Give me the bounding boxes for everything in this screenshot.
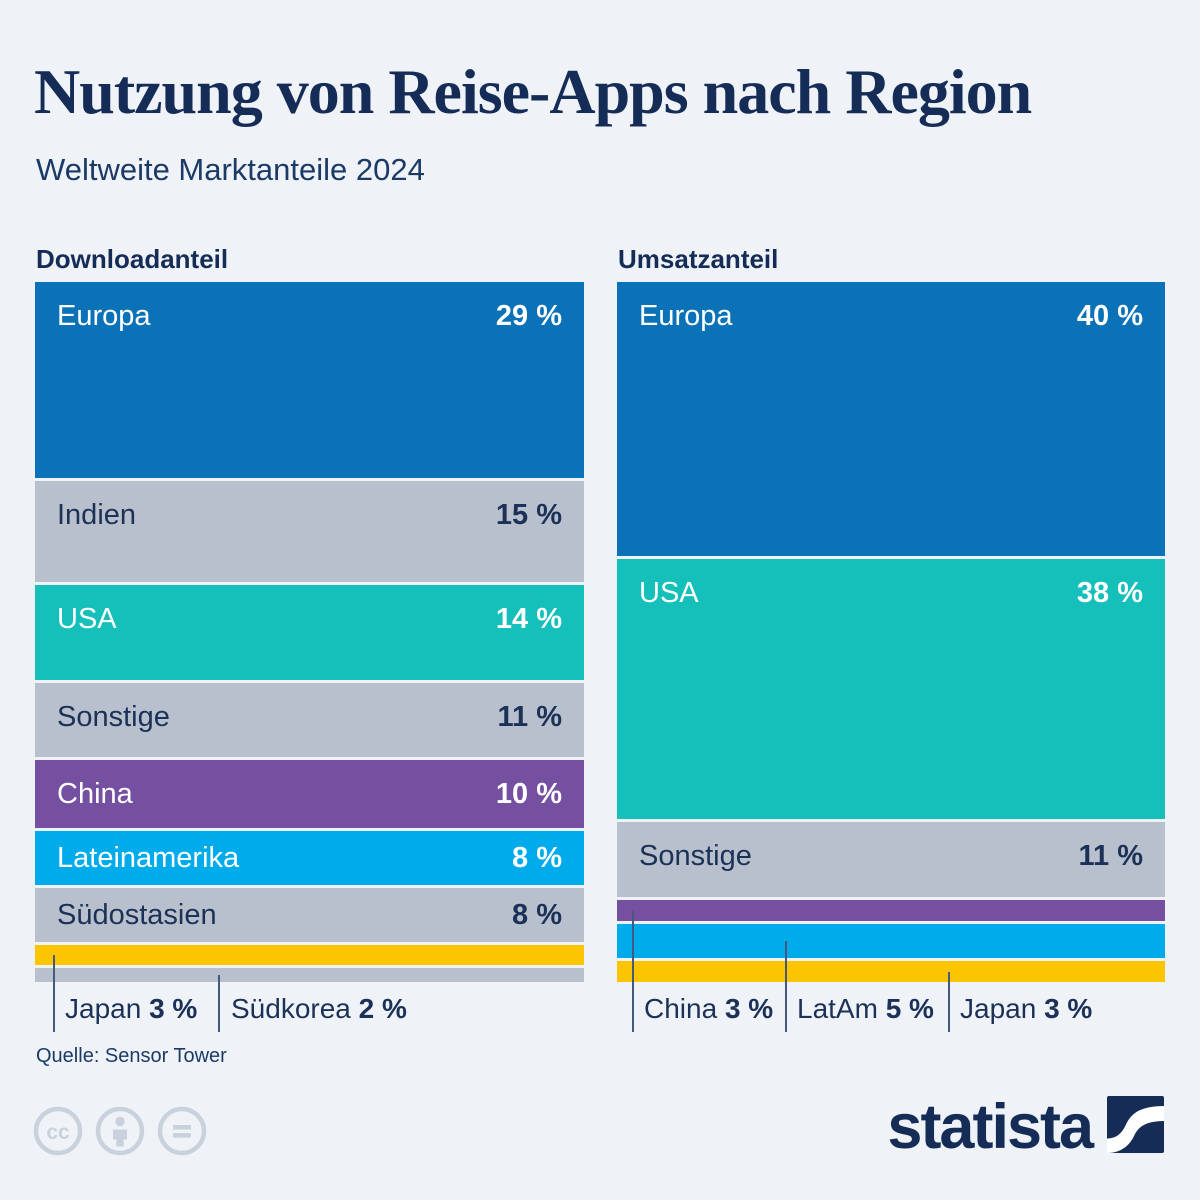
callout-label-japan: Japan 3 % xyxy=(65,992,197,1026)
segment-value: 38 % xyxy=(1076,577,1143,609)
bar-segment-sonstige: Sonstige 11 % xyxy=(617,822,1165,897)
page-title: Nutzung von Reise-Apps nach Region xyxy=(34,56,1032,127)
callout-line-japan xyxy=(53,955,55,1032)
segment-value: 11 % xyxy=(497,701,563,733)
segment-value: 14 % xyxy=(495,603,562,635)
callout-label-sudkorea: Südkorea 2 % xyxy=(231,992,407,1026)
segment-label: Sonstige xyxy=(57,701,170,733)
cc-icon: cc xyxy=(33,1106,83,1156)
bar-segment-china: China 10 % xyxy=(35,760,584,828)
callout-line-china xyxy=(632,910,634,1032)
segment-label: Europa xyxy=(639,300,733,332)
segment-value: 8 % xyxy=(512,899,562,931)
svg-text:cc: cc xyxy=(46,1121,70,1144)
bar-segment-usa: USA 38 % xyxy=(617,559,1165,819)
segment-label: USA xyxy=(57,603,117,635)
segment-value: 15 % xyxy=(495,499,562,531)
chart-title-umsatzanteil: Umsatzanteil xyxy=(618,244,779,274)
bar-segment-china xyxy=(617,900,1165,921)
bar-segment-usa: USA 14 % xyxy=(35,585,584,680)
bar-segment-sonstige: Sonstige 11 % xyxy=(35,683,584,757)
segment-label: Europa xyxy=(57,300,151,332)
license-icons: cc xyxy=(33,1106,207,1156)
statista-logo: statista xyxy=(887,1094,1164,1160)
segment-value: 10 % xyxy=(495,778,562,810)
callout-value: 2 % xyxy=(358,993,407,1024)
bar-segment-latam xyxy=(617,924,1165,958)
stacked-bar-downloadanteil: Europa 29 % Indien 15 % USA 14 % Sonstige 11 % C… xyxy=(35,282,584,982)
bar-segment-sudkorea xyxy=(35,968,584,982)
bar-segment-japan xyxy=(35,945,584,965)
segment-value: 29 % xyxy=(495,300,562,332)
callout-line-sudkorea xyxy=(218,975,220,1032)
bar-segment-europa: Europa 40 % xyxy=(617,282,1165,556)
segment-label: China xyxy=(57,778,133,810)
segment-label: Lateinamerika xyxy=(57,842,240,874)
segment-label: Sonstige xyxy=(639,840,752,872)
stacked-bar-umsatzanteil: Europa 40 % USA 38 % Sonstige 11 % xyxy=(617,282,1165,982)
callout-line-latam xyxy=(785,941,787,1032)
callout-line-japan xyxy=(948,971,950,1032)
bar-segment-japan xyxy=(617,961,1165,982)
segment-label: USA xyxy=(639,577,699,609)
segment-value: 8 % xyxy=(512,842,562,874)
bar-segment-indien: Indien 15 % xyxy=(35,481,584,582)
no-derivatives-icon xyxy=(157,1106,207,1156)
callout-value: 3 % xyxy=(724,993,774,1024)
callout-name: LatAm xyxy=(797,993,886,1024)
segment-value: 40 % xyxy=(1076,300,1143,332)
statista-logo-mark-icon xyxy=(1107,1096,1164,1158)
callout-value: 3 % xyxy=(1044,993,1093,1024)
segment-label: Südostasien xyxy=(57,899,217,931)
source-note: Quelle: Sensor Tower xyxy=(36,1045,227,1067)
callout-name: Südkorea xyxy=(231,993,359,1024)
statista-logo-text: statista xyxy=(887,1092,1094,1162)
segment-label: Indien xyxy=(57,499,137,531)
callout-value: 3 % xyxy=(149,993,198,1024)
segment-value: 11 % xyxy=(1078,840,1144,872)
bar-segment-sudostasien: Südostasien 8 % xyxy=(35,888,584,942)
callout-name: China xyxy=(644,993,725,1024)
callout-label-china: China 3 % xyxy=(644,992,773,1026)
callout-label-latam: LatAm 5 % xyxy=(797,992,934,1026)
callout-value: 5 % xyxy=(885,993,934,1024)
callout-name: Japan xyxy=(65,993,150,1024)
attribution-icon xyxy=(95,1106,145,1156)
callout-name: Japan xyxy=(960,993,1045,1024)
chart-title-downloadanteil: Downloadanteil xyxy=(36,244,229,274)
bar-segment-europa: Europa 29 % xyxy=(35,282,584,478)
callout-label-japan: Japan 3 % xyxy=(960,992,1092,1026)
bar-segment-lateinamerika: Lateinamerika 8 % xyxy=(35,831,584,885)
page-subtitle: Weltweite Marktanteile 2024 xyxy=(36,152,425,187)
